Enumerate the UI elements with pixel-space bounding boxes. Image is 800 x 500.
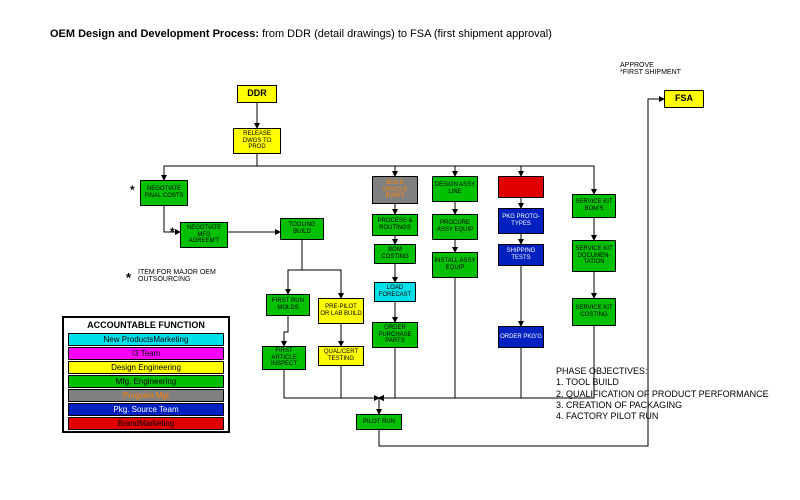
phase-objectives: PHASE OBJECTIVES: 1. TOOL BUILD2. QUALIF… (556, 366, 776, 422)
node-load: LOAD FORECAST (374, 282, 416, 302)
asterisk-negmfg: * (170, 225, 175, 239)
edge-5 (257, 154, 455, 176)
node-procure: PROCURE ASSY EQUIP (432, 214, 478, 240)
legend: ACCOUNTABLE FUNCTION New ProductsMarketi… (62, 316, 230, 433)
phase-item-3: 4. FACTORY PILOT RUN (556, 411, 776, 422)
edge-23 (284, 370, 379, 414)
node-ddr: DDR (237, 85, 277, 103)
phase-item-1: 2. QUALIFICATION OF PRODUCT PERFORMANCE (556, 389, 776, 400)
legend-row-3: Mfg. Engineering (68, 375, 224, 388)
outsourcing-note: ITEM FOR MAJOR OEM OUTSOURCING (138, 269, 228, 283)
legend-title: ACCOUNTABLE FUNCTION (64, 318, 228, 332)
node-boms: BUILD ORACLE BOM'S (372, 176, 418, 204)
phase-item-0: 1. TOOL BUILD (556, 377, 776, 388)
legend-row-2: Design Engineering (68, 361, 224, 374)
node-negmfg: NEGOTIATE MFG AGREEM'T (180, 222, 228, 248)
legend-row-4: Program Mgt (68, 389, 224, 402)
node-negcost: NEGOTIATE FINAL COSTS (140, 180, 188, 206)
edge-27 (379, 348, 521, 398)
node-design: DESIGN ASSY LINE (432, 176, 478, 202)
node-pilot: PILOT RUN (356, 414, 402, 430)
legend-row-1: I3 Team (68, 347, 224, 360)
title-rest: from DDR (detail drawings) to FSA (first… (259, 28, 552, 40)
node-proc: PROCESS & ROUTINGS (372, 214, 418, 236)
node-qual: QUAL/CERT TESTING (318, 346, 364, 366)
edge-8 (288, 240, 302, 294)
edge-1 (164, 154, 257, 180)
node-fai: FIRST ARTICLE INSPECT (262, 346, 306, 370)
diagram-canvas: OEM Design and Development Process: from… (0, 0, 800, 500)
page-title: OEM Design and Development Process: from… (50, 28, 552, 40)
edge-10 (284, 316, 288, 346)
node-proto: PKG PROTO-TYPES (498, 208, 544, 234)
legend-row-6: BrandMarketing (68, 417, 224, 430)
node-pkgd (498, 176, 544, 198)
node-firstrun: FIRST RUN MOLDS (266, 294, 310, 316)
node-bomcost: BOM COSTING (374, 244, 416, 264)
node-skd: SERVICE KIT DOCUMEN-TATION (572, 240, 616, 272)
phase-item-2: 3. CREATION OF PACKAGING (556, 400, 776, 411)
edge-24 (341, 366, 379, 398)
node-order: ORDER PURCHASE PARTS (372, 322, 418, 348)
asterisk-negcost: * (130, 183, 135, 197)
node-skb: SERVICE KIT BOM'S (572, 194, 616, 218)
node-opkg: ORDER PKG'G (498, 326, 544, 348)
phase-title: PHASE OBJECTIVES: (556, 366, 776, 377)
node-install: INSTALL ASSY EQUIP (432, 252, 478, 278)
node-skc: SERVICE KIT COSTING (572, 298, 616, 326)
legend-row-5: Pkg. Source Team (68, 403, 224, 416)
edge-4 (257, 154, 395, 176)
asterisk-legend: * (126, 270, 131, 285)
title-bold: OEM Design and Development Process: (50, 28, 259, 40)
node-ship: SHIPPING TESTS (498, 244, 544, 266)
approve-note: APPROVE *FIRST SHIPMENT (620, 62, 681, 76)
node-fsa: FSA (664, 90, 704, 108)
node-release: RELEASE DWGS TO PROD (233, 128, 281, 154)
edge-25 (379, 348, 395, 398)
legend-row-0: New ProductsMarketing (68, 333, 224, 346)
node-prepilot: PRE-PILOT OR LAB BUILD (318, 298, 364, 324)
node-tooling: TOOLING BUILD (280, 218, 324, 240)
edge-6 (257, 154, 521, 176)
